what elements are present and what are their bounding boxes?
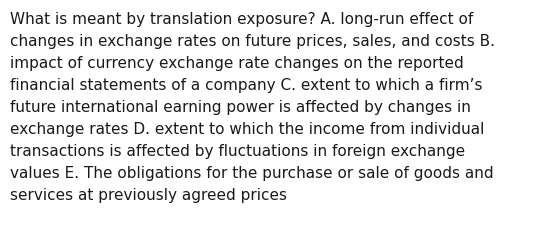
Text: What is meant by translation exposure? A. long-run effect of: What is meant by translation exposure? A… — [10, 12, 473, 27]
Text: impact of currency exchange rate changes on the reported: impact of currency exchange rate changes… — [10, 56, 464, 71]
Text: values E. The obligations for the purchase or sale of goods and: values E. The obligations for the purcha… — [10, 165, 494, 180]
Text: future international earning power is affected by changes in: future international earning power is af… — [10, 100, 471, 114]
Text: transactions is affected by fluctuations in foreign exchange: transactions is affected by fluctuations… — [10, 143, 465, 158]
Text: financial statements of a company C. extent to which a firm’s: financial statements of a company C. ext… — [10, 78, 483, 93]
Text: changes in exchange rates on future prices, sales, and costs B.: changes in exchange rates on future pric… — [10, 34, 495, 49]
Text: services at previously agreed prices: services at previously agreed prices — [10, 187, 287, 202]
Text: exchange rates D. extent to which the income from individual: exchange rates D. extent to which the in… — [10, 121, 484, 136]
